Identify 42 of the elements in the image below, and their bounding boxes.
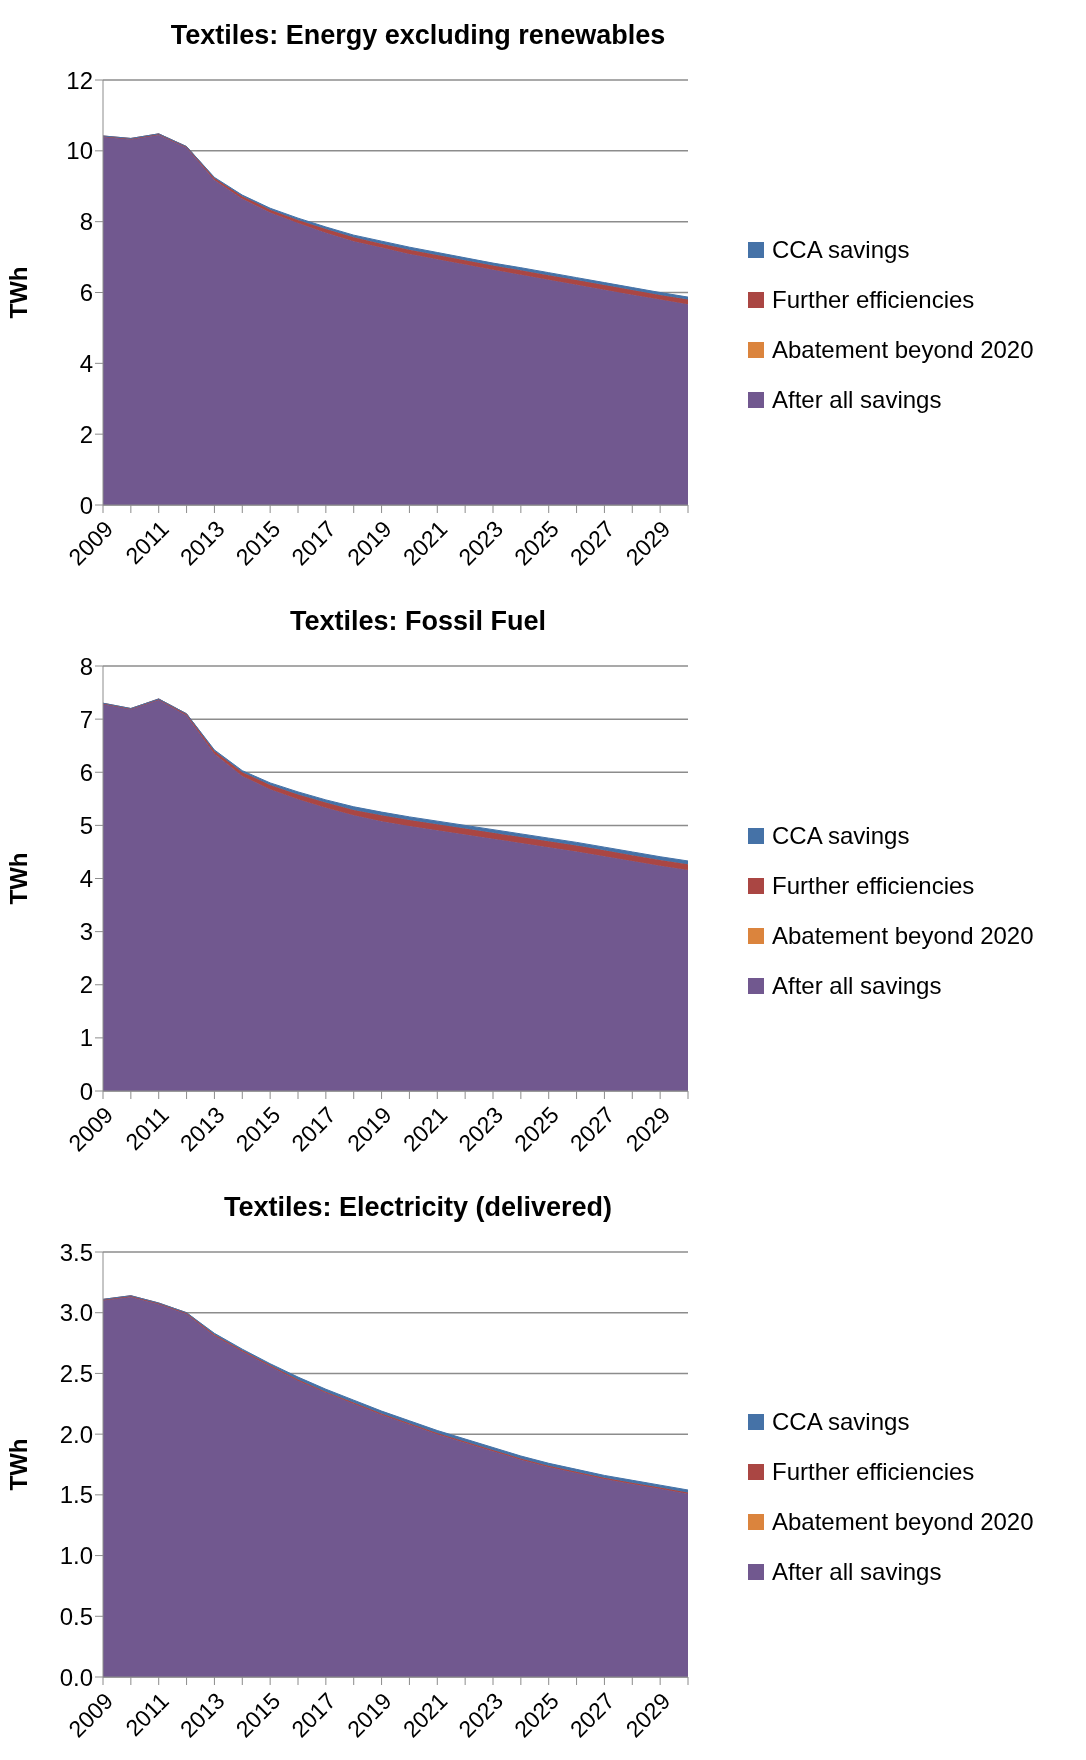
y-tick-label: 10 bbox=[66, 137, 93, 165]
legend-label: CCA savings bbox=[772, 822, 910, 850]
y-tick-label: 2 bbox=[79, 971, 93, 999]
y-tick-label: 1 bbox=[79, 1024, 93, 1052]
legend-label: Abatement beyond 2020 bbox=[772, 1508, 1034, 1536]
y-tick-label: 12 bbox=[66, 66, 93, 94]
legend-label: Further efficiencies bbox=[772, 872, 975, 900]
y-tick-label: 8 bbox=[79, 652, 93, 680]
legend-label: After all savings bbox=[772, 972, 942, 1000]
y-axis-title: TWh bbox=[4, 1438, 32, 1491]
y-tick-label: 4 bbox=[79, 349, 93, 377]
legend-label: Further efficiencies bbox=[772, 1458, 975, 1486]
y-tick-label: 2.5 bbox=[59, 1359, 93, 1387]
y-tick-label: 6 bbox=[79, 758, 93, 786]
y-tick-label: 0 bbox=[79, 491, 93, 519]
y-tick-label: 0 bbox=[79, 1077, 93, 1105]
chart-title: Textiles: Electricity (delivered) bbox=[222, 1191, 614, 1224]
y-tick-label: 2 bbox=[79, 420, 93, 448]
legend-label: Abatement beyond 2020 bbox=[772, 336, 1034, 364]
chart-title: Textiles: Energy excluding renewables bbox=[169, 19, 667, 52]
y-tick-label: 4 bbox=[79, 865, 93, 893]
y-tick-label: 7 bbox=[79, 705, 93, 733]
y-tick-label: 6 bbox=[79, 279, 93, 307]
y-tick-label: 5 bbox=[79, 811, 93, 839]
legend-label: After all savings bbox=[772, 1558, 942, 1586]
legend-label: Abatement beyond 2020 bbox=[772, 922, 1034, 950]
y-tick-label: 8 bbox=[79, 208, 93, 236]
y-axis-title: TWh bbox=[4, 266, 32, 319]
y-tick-label: 1.5 bbox=[59, 1481, 93, 1509]
y-tick-label: 0.0 bbox=[59, 1663, 93, 1691]
y-tick-label: 2.0 bbox=[59, 1420, 93, 1448]
y-tick-label: 3 bbox=[79, 918, 93, 946]
y-tick-label: 0.5 bbox=[59, 1602, 93, 1630]
legend-label: After all savings bbox=[772, 386, 942, 414]
y-axis-title: TWh bbox=[4, 852, 32, 905]
y-tick-label: 3.5 bbox=[59, 1238, 93, 1266]
legend-label: CCA savings bbox=[772, 236, 910, 264]
chart-title: Textiles: Fossil Fuel bbox=[288, 605, 548, 638]
legend-label: Further efficiencies bbox=[772, 286, 975, 314]
legend-label: CCA savings bbox=[772, 1408, 910, 1436]
y-tick-label: 1.0 bbox=[59, 1542, 93, 1570]
y-tick-label: 3.0 bbox=[59, 1299, 93, 1327]
